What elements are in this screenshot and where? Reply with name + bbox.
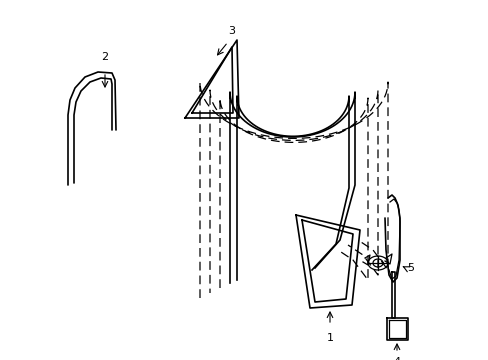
Text: 5: 5 [406, 263, 413, 273]
Text: 2: 2 [101, 52, 108, 62]
Text: 1: 1 [326, 333, 333, 343]
Text: 3: 3 [228, 26, 235, 36]
Text: 4: 4 [393, 357, 400, 360]
